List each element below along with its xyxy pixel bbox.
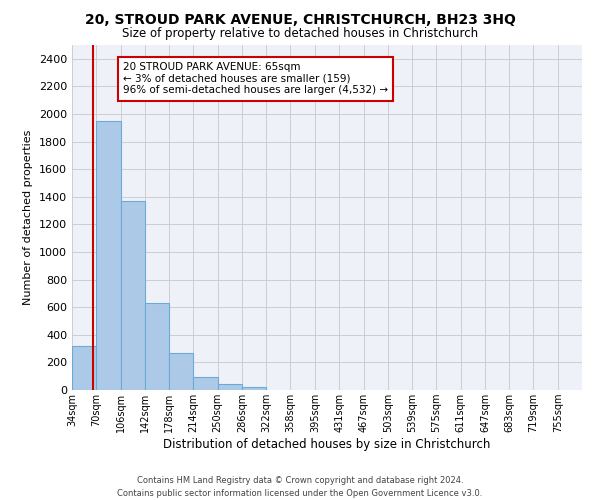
Text: Contains HM Land Registry data © Crown copyright and database right 2024.
Contai: Contains HM Land Registry data © Crown c… <box>118 476 482 498</box>
Bar <box>242 387 266 390</box>
Text: Size of property relative to detached houses in Christchurch: Size of property relative to detached ho… <box>122 28 478 40</box>
Bar <box>193 377 218 390</box>
Bar <box>96 121 121 390</box>
Bar <box>169 352 193 390</box>
Bar <box>72 346 96 390</box>
Bar <box>145 303 169 390</box>
Bar <box>121 201 145 390</box>
Y-axis label: Number of detached properties: Number of detached properties <box>23 130 34 305</box>
Bar <box>218 384 242 390</box>
Text: 20, STROUD PARK AVENUE, CHRISTCHURCH, BH23 3HQ: 20, STROUD PARK AVENUE, CHRISTCHURCH, BH… <box>85 12 515 26</box>
Text: 20 STROUD PARK AVENUE: 65sqm
← 3% of detached houses are smaller (159)
96% of se: 20 STROUD PARK AVENUE: 65sqm ← 3% of det… <box>123 62 388 96</box>
X-axis label: Distribution of detached houses by size in Christchurch: Distribution of detached houses by size … <box>163 438 491 451</box>
